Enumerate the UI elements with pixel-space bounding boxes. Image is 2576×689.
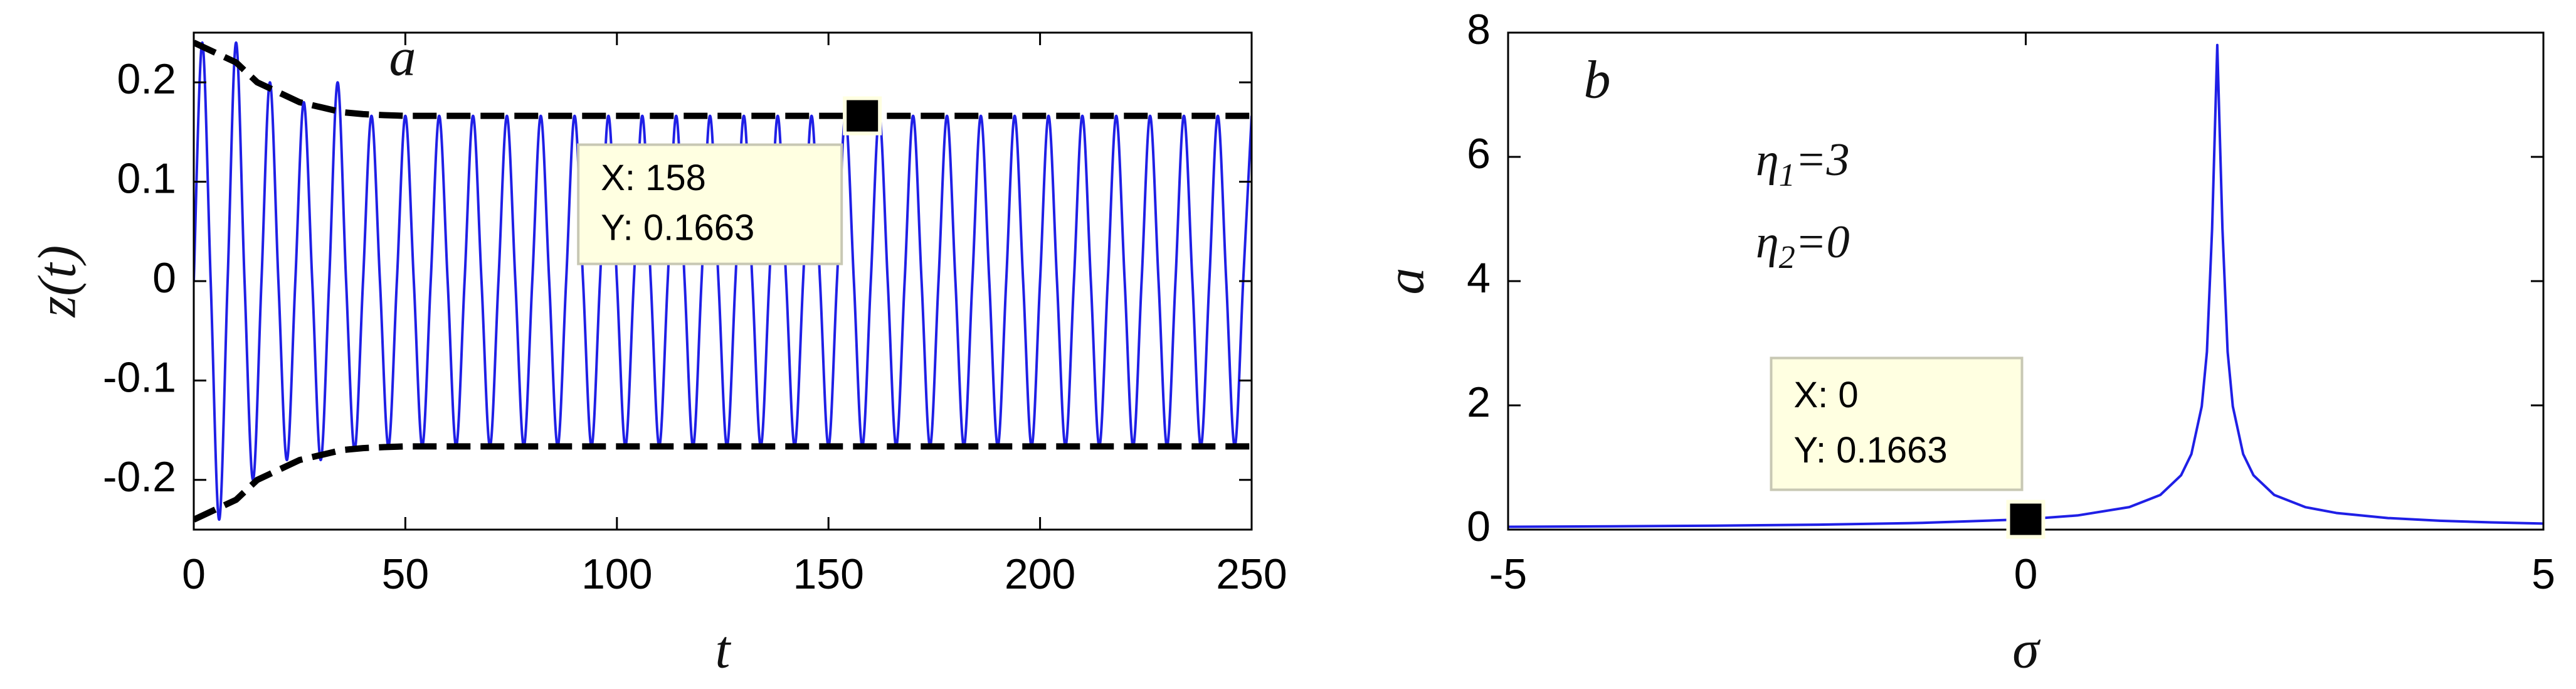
y-tick-label: 0 <box>1467 503 1491 550</box>
y-tick-label: 6 <box>1467 130 1491 178</box>
x-tick-label: 50 <box>382 550 430 598</box>
y-tick-label: -0.1 <box>103 353 176 401</box>
datatip-box <box>577 143 843 265</box>
series-line <box>1508 43 2543 528</box>
x-tick-label: 150 <box>793 550 863 598</box>
axes-box <box>193 31 1253 531</box>
parameter: η1=3 <box>1756 134 1850 193</box>
y-tick-label: 0 <box>152 254 176 302</box>
parameter-symbol: η <box>1756 134 1779 186</box>
parameter-symbol: η <box>1756 216 1779 268</box>
datatip-marker <box>843 96 882 136</box>
series-line <box>194 443 1252 523</box>
y-tick-label: 0.2 <box>117 55 176 103</box>
datatip-text: X: 158 <box>601 158 706 198</box>
parameter-value: =0 <box>1795 216 1850 268</box>
y-tick-label: 0.1 <box>117 155 176 203</box>
x-tick-label: 5 <box>2531 550 2555 598</box>
datatip-text: X: 0 <box>1794 375 1859 415</box>
series-line <box>194 40 1252 119</box>
datatip-text: Y: 0.1663 <box>1794 430 1948 471</box>
parameter-value: =3 <box>1795 134 1850 186</box>
datatip-box <box>1770 356 2024 491</box>
x-tick-label: 0 <box>182 550 206 598</box>
y-tick-label: 2 <box>1467 378 1491 426</box>
panel-label: a <box>389 27 416 87</box>
y-tick-label: 8 <box>1467 6 1491 53</box>
axes-box <box>1507 31 2545 531</box>
x-axis-label: σ <box>2012 619 2041 680</box>
parameter-subscript: 2 <box>1779 240 1795 275</box>
x-tick-label: 0 <box>2014 550 2038 598</box>
x-tick-label: 200 <box>1005 550 1075 598</box>
x-tick-label: 250 <box>1216 550 1287 598</box>
panel-label: b <box>1584 50 1611 110</box>
parameter-subscript: 1 <box>1779 158 1795 193</box>
y-axis-label: z(t) <box>27 245 87 318</box>
datatip-text: Y: 0.1663 <box>601 208 754 248</box>
datatip-marker <box>2006 499 2045 539</box>
y-axis-label: a <box>1375 268 1435 295</box>
y-tick-label: 4 <box>1467 254 1491 302</box>
x-axis-label: t <box>715 619 732 680</box>
x-tick-label: 100 <box>581 550 652 598</box>
y-tick-label: -0.2 <box>103 453 176 501</box>
x-tick-label: -5 <box>1489 550 1527 598</box>
parameter: η2=0 <box>1756 216 1850 275</box>
